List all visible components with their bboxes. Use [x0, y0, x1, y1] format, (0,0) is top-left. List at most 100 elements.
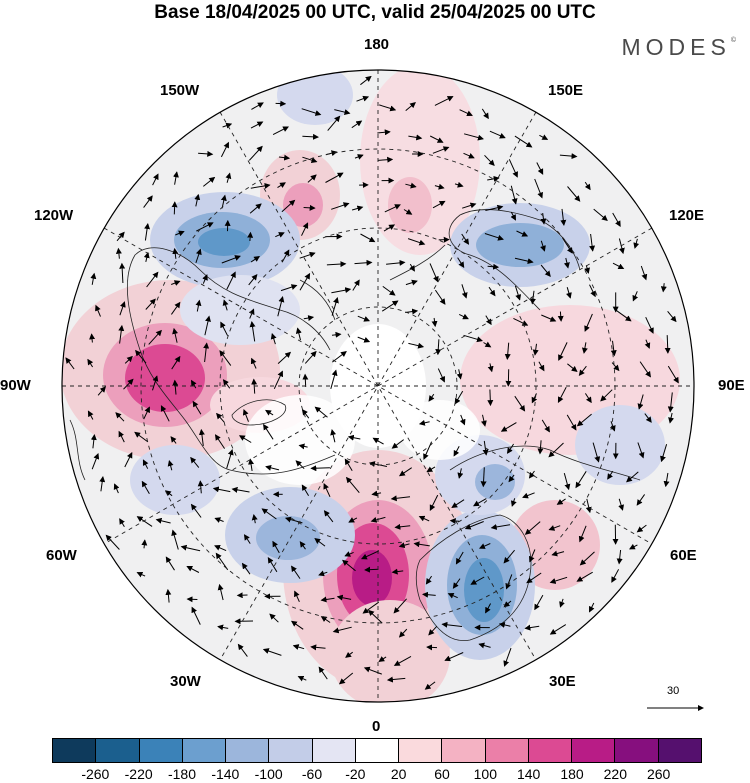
wind-vector	[136, 571, 146, 578]
wind-vector	[536, 162, 544, 175]
wind-vector	[225, 172, 232, 183]
wind-vector	[323, 482, 331, 498]
wind-vector	[478, 543, 491, 549]
wind-vector	[203, 342, 210, 363]
wind-vector	[204, 315, 211, 336]
lon-label-60w: 60W	[46, 547, 77, 564]
wind-vector	[618, 498, 625, 511]
map-boundary	[61, 69, 695, 703]
wind-vector	[237, 643, 248, 657]
wind-vector	[463, 152, 475, 159]
wind-vector	[299, 272, 311, 291]
wind-vector	[498, 622, 511, 628]
wind-vector	[444, 652, 464, 662]
wind-vector	[217, 624, 229, 631]
vector-scale-label: 30	[667, 685, 680, 697]
wind-vector	[352, 279, 360, 291]
wind-vector	[449, 518, 460, 525]
wind-vector	[556, 498, 566, 505]
colorbar-swatch	[399, 739, 443, 762]
wind-vector	[557, 386, 567, 403]
wind-vector	[345, 476, 360, 494]
wind-vector	[362, 601, 379, 614]
wind-vector	[299, 251, 316, 259]
wind-vector	[481, 108, 489, 120]
wind-vector	[567, 363, 578, 373]
wind-vector	[170, 301, 181, 315]
wind-vector	[485, 204, 504, 211]
wind-vector	[483, 341, 492, 348]
wind-vector	[386, 259, 406, 266]
wind-vector	[418, 419, 430, 426]
wind-vector	[434, 289, 446, 305]
wind-vector	[320, 616, 331, 623]
wind-vector	[273, 370, 284, 390]
wind-vector	[331, 350, 347, 363]
wind-vector	[269, 613, 279, 623]
wind-vector	[589, 284, 596, 298]
wind-vector	[667, 365, 679, 384]
wind-vector	[566, 287, 572, 299]
wind-vector	[377, 156, 394, 163]
wind-vector	[398, 628, 408, 638]
wind-vector	[459, 414, 466, 426]
wind-vector	[470, 576, 485, 585]
colorbar-tick-label: 180	[560, 766, 584, 782]
wind-vector	[275, 232, 285, 238]
wind-vector	[612, 212, 621, 227]
wind-vector	[394, 523, 411, 530]
wind-vector	[118, 430, 125, 443]
wind-vector	[277, 182, 286, 189]
colorbar-swatch	[312, 739, 356, 762]
wind-vector	[354, 154, 364, 160]
wind-vector	[462, 202, 477, 209]
lon-label-0: 0	[372, 718, 381, 735]
wind-vector	[432, 146, 450, 154]
wind-vector	[297, 675, 307, 682]
wind-vector	[214, 545, 227, 552]
wind-vector	[426, 466, 436, 473]
wind-vector	[243, 534, 251, 544]
wind-vector	[408, 342, 425, 349]
wind-vector	[124, 452, 133, 468]
wind-vector	[248, 308, 255, 319]
wind-vector	[99, 476, 106, 492]
lon-label-30e: 30E	[549, 673, 576, 690]
wind-vector	[191, 606, 201, 625]
wind-vector	[141, 480, 150, 495]
wind-vector	[559, 598, 565, 608]
wind-vector	[487, 363, 494, 373]
wind-vector	[434, 183, 445, 190]
wind-vector	[302, 156, 318, 164]
wind-vector	[250, 121, 264, 129]
colorbar-tick-label: -220	[124, 766, 153, 782]
wind-vector	[134, 431, 149, 443]
wind-vector	[562, 237, 573, 254]
wind-vector	[455, 551, 464, 565]
wind-vector	[524, 521, 541, 535]
wind-vector	[459, 109, 473, 117]
lon-label-180: 180	[364, 36, 390, 53]
wind-vector	[195, 299, 202, 312]
wind-vector	[428, 625, 438, 636]
wind-vectors	[65, 75, 679, 690]
wind-vector	[611, 569, 620, 583]
wind-vector	[145, 298, 156, 310]
wind-vector	[304, 350, 317, 364]
wind-vector	[115, 412, 125, 422]
wind-vector	[668, 412, 674, 424]
wind-vector	[629, 543, 638, 550]
lon-label-90w: 90W	[0, 377, 31, 394]
wind-vector	[610, 340, 617, 357]
wind-vector	[155, 517, 171, 524]
wind-vector	[615, 309, 632, 322]
wind-vector	[454, 181, 464, 188]
wind-vector	[559, 153, 578, 160]
wind-vector	[391, 439, 405, 449]
wind-vector	[91, 452, 100, 470]
wind-vector	[263, 423, 274, 440]
colorbar-tick-label: 100	[473, 766, 498, 782]
wind-vector	[611, 362, 620, 372]
wind-vector	[318, 570, 328, 577]
wind-vector	[504, 342, 511, 360]
